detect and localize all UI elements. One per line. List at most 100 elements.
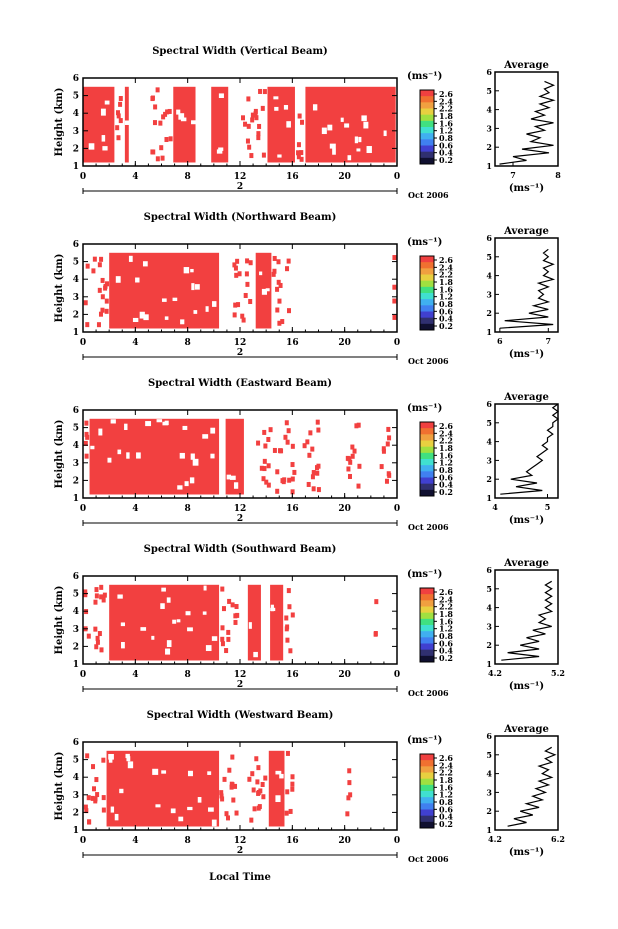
sparse-cell bbox=[99, 256, 104, 262]
y-tick-label: 1 bbox=[73, 328, 79, 338]
x-tick-label: 4 bbox=[132, 504, 138, 514]
gap-cell bbox=[161, 587, 166, 592]
sparse-cell bbox=[250, 117, 255, 123]
y-tick-label: 1 bbox=[73, 494, 79, 504]
sparse-cell bbox=[255, 779, 260, 785]
fill-run-1 bbox=[268, 750, 285, 827]
sparse-cell bbox=[232, 262, 237, 268]
gap-cell bbox=[98, 428, 103, 436]
gap-cell bbox=[166, 597, 171, 603]
colorbar-segment bbox=[420, 139, 434, 146]
sparse-cell bbox=[87, 819, 92, 825]
gap-cell bbox=[172, 297, 178, 302]
x-tick-label: 16 bbox=[286, 172, 299, 182]
sparse-cell bbox=[286, 308, 291, 314]
sparse-cell bbox=[350, 444, 355, 450]
colorbar-segment bbox=[420, 637, 434, 644]
average-title: Average bbox=[503, 392, 549, 403]
sparse-cell bbox=[229, 781, 234, 787]
gap-cell bbox=[203, 585, 207, 591]
sparse-cell bbox=[220, 586, 225, 592]
sparse-cell bbox=[257, 123, 262, 129]
sparse-cell bbox=[287, 604, 292, 610]
colorbar-segment bbox=[420, 96, 434, 103]
y-tick-label: 5 bbox=[73, 258, 79, 268]
sparse-cell bbox=[299, 156, 304, 162]
sparse-cell bbox=[285, 637, 290, 643]
colorbar-tick-label: 0.8 bbox=[439, 465, 453, 475]
gap-cell bbox=[115, 276, 121, 283]
sparse-cell bbox=[271, 271, 276, 277]
colorbar-segment bbox=[420, 120, 434, 128]
gap-cell bbox=[187, 770, 193, 777]
x-tick-label: 4 bbox=[132, 670, 138, 680]
x-tick-label: 20 bbox=[338, 338, 351, 348]
sparse-cell bbox=[219, 793, 224, 799]
sparse-cell bbox=[235, 258, 240, 264]
sparse-cell bbox=[385, 441, 390, 447]
colorbar-segment bbox=[420, 760, 434, 767]
colorbar-segment bbox=[420, 821, 434, 829]
sparse-cell bbox=[299, 150, 304, 156]
sparse-cell bbox=[290, 476, 295, 482]
sparse-cell bbox=[234, 810, 239, 816]
colorbar-segment bbox=[420, 797, 434, 804]
gap-cell bbox=[207, 771, 212, 775]
average-frame bbox=[494, 735, 559, 831]
colorbar-segment bbox=[420, 428, 434, 435]
sparse-cell bbox=[284, 420, 289, 426]
sparse-cell bbox=[346, 466, 351, 472]
sparse-cell bbox=[266, 463, 271, 469]
colorbar-segment bbox=[420, 151, 434, 159]
average-y-tick-label: 4 bbox=[486, 271, 492, 281]
gap-cell bbox=[329, 143, 336, 149]
sparse-cell bbox=[374, 599, 379, 605]
average-y-tick-label: 6 bbox=[486, 565, 492, 575]
x-tick-label: 0 bbox=[80, 670, 86, 680]
sparse-cell bbox=[261, 794, 266, 800]
sparse-cell bbox=[284, 626, 289, 632]
sparse-cell bbox=[250, 112, 255, 118]
colorbar-tick-label: 0.2 bbox=[439, 321, 453, 331]
y-tick-label: 2 bbox=[73, 310, 79, 320]
gap-cell bbox=[270, 607, 276, 612]
sparse-cell bbox=[220, 641, 225, 647]
x-tick-label: 16 bbox=[286, 504, 299, 514]
sparse-cell bbox=[245, 138, 250, 144]
sparse-cell bbox=[311, 486, 316, 492]
sparse-cell bbox=[288, 648, 293, 654]
colorbar-segment bbox=[420, 754, 434, 761]
y-tick-label: 6 bbox=[73, 74, 79, 84]
colorbar-tick-label: 0.8 bbox=[439, 631, 453, 641]
colorbar-frame bbox=[419, 255, 435, 331]
colorbar-tick-label: 0.4 bbox=[439, 480, 453, 490]
colorbar-segment bbox=[420, 293, 434, 300]
sparse-cell bbox=[226, 636, 231, 642]
sparse-cell bbox=[249, 817, 254, 823]
y-tick-label: 2 bbox=[73, 144, 79, 154]
colorbar-tick-label: 2.4 bbox=[439, 428, 453, 438]
gap-cell bbox=[176, 619, 181, 623]
sparse-cell bbox=[347, 780, 352, 786]
x-tick-label: 0 bbox=[80, 504, 86, 514]
sparse-cell bbox=[233, 302, 238, 308]
colorbar-frame bbox=[419, 587, 435, 663]
month-label: Oct 2006 bbox=[408, 854, 449, 864]
average-y-tick-label: 5 bbox=[486, 252, 492, 262]
gap-cell bbox=[344, 123, 350, 128]
sparse-cell bbox=[83, 589, 88, 595]
sparse-cell bbox=[236, 302, 241, 308]
gap-cell bbox=[151, 635, 155, 640]
colorbar-tick-label: 0.2 bbox=[439, 653, 453, 663]
gap-cell bbox=[356, 148, 361, 152]
gap-cell bbox=[125, 753, 130, 759]
sparse-cell bbox=[93, 626, 98, 632]
colorbar-tick-label: 2.6 bbox=[439, 421, 453, 431]
y-tick-label: 3 bbox=[73, 293, 79, 303]
sparse-cell bbox=[248, 299, 253, 305]
sparse-cell bbox=[254, 756, 259, 762]
colorbar-tick-label: 2.6 bbox=[439, 255, 453, 265]
colorbar-tick-label: 0.2 bbox=[439, 487, 453, 497]
sparse-cell bbox=[356, 483, 361, 489]
gap-cell bbox=[90, 445, 95, 450]
